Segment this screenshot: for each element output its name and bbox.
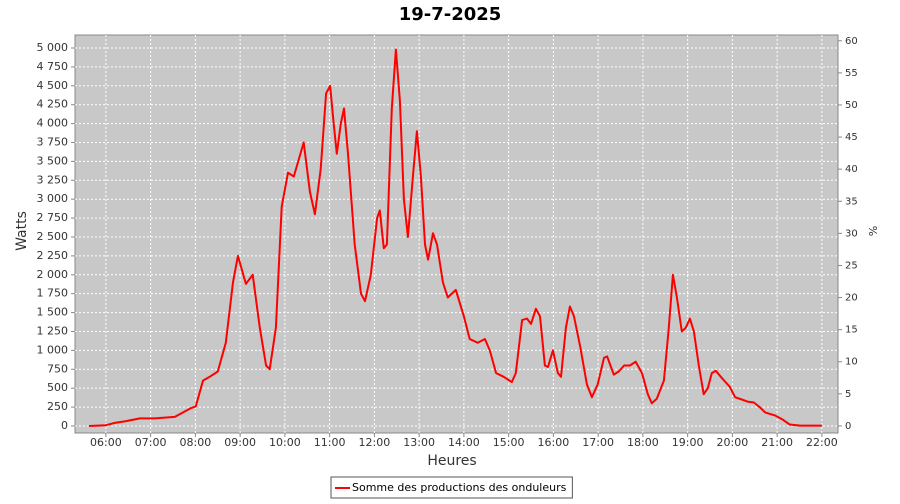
y-tick-label: 4 000: [37, 117, 69, 130]
y-tick-label: 3 750: [37, 135, 69, 148]
x-tick-label: 18:00: [627, 436, 659, 449]
chart-title: 19-7-2025: [399, 4, 502, 25]
x-tick-label: 13:00: [403, 436, 435, 449]
x-tick-label: 14:00: [448, 436, 480, 449]
y2-tick-label: 60: [845, 36, 858, 47]
y-tick-label: 2 750: [37, 211, 69, 224]
y-axis-label: Watts: [14, 211, 30, 251]
y2-tick-label: 20: [845, 293, 858, 304]
x-tick-label: 19:00: [672, 436, 704, 449]
y-tick-label: 4 750: [37, 60, 69, 73]
y-tick-label: 750: [47, 362, 68, 375]
y-tick-label: 500: [47, 381, 68, 394]
x-tick-label: 11:00: [314, 436, 346, 449]
legend-label: Somme des productions des onduleurs: [352, 481, 567, 494]
legend-box: [330, 476, 573, 499]
y-tick-label: 1 250: [37, 324, 69, 337]
x-tick-label: 15:00: [493, 436, 525, 449]
x-tick-label: 08:00: [180, 436, 212, 449]
y2-tick-label: 40: [845, 164, 858, 175]
y2-tick-label: 50: [845, 100, 858, 111]
x-tick-label: 12:00: [359, 436, 391, 449]
x-tick-label: 22:00: [806, 436, 838, 449]
y-tick-label: 250: [47, 400, 68, 413]
y2-tick-label: 5: [845, 389, 851, 400]
y2-tick-label: 55: [845, 68, 858, 79]
x-tick-label: 16:00: [538, 436, 570, 449]
y2-tick-label: 10: [845, 357, 858, 368]
y2-tick-label: 45: [845, 132, 858, 143]
y-tick-label: 1 750: [37, 287, 69, 300]
y-tick-label: 2 500: [37, 230, 69, 243]
y2-tick-label: 25: [845, 260, 858, 271]
y2-tick-label: 35: [845, 196, 858, 207]
x-tick-label: 09:00: [224, 436, 256, 449]
y2-tick-label: 30: [845, 228, 858, 239]
x-tick-label: 17:00: [582, 436, 614, 449]
y-tick-label: 4 500: [37, 79, 69, 92]
plot-area: [74, 34, 839, 434]
y-tick-label: 0: [61, 419, 68, 432]
y-tick-label: 3 000: [37, 192, 69, 205]
y-tick-label: 1 000: [37, 343, 69, 356]
x-tick-label: 21:00: [761, 436, 793, 449]
y2-axis-label: %: [866, 226, 879, 236]
y2-tick-label: 0: [845, 421, 851, 432]
y-tick-label: 5 000: [37, 41, 69, 54]
y-tick-label: 2 250: [37, 249, 69, 262]
x-tick-label: 10:00: [269, 436, 301, 449]
series-line: [88, 48, 822, 427]
x-tick-label: 20:00: [717, 436, 749, 449]
y-tick-label: 4 250: [37, 98, 69, 111]
y-tick-label: 1 500: [37, 306, 69, 319]
y2-tick-label: 15: [845, 325, 858, 336]
y-tick-label: 3 500: [37, 154, 69, 167]
y-tick-label: 3 250: [37, 173, 69, 186]
y-tick-label: 2 000: [37, 268, 69, 281]
x-tick-label: 07:00: [135, 436, 167, 449]
legend: Somme des productions des onduleurs: [330, 476, 573, 499]
x-tick-label: 06:00: [90, 436, 122, 449]
x-axis-label: Heures: [427, 453, 476, 469]
